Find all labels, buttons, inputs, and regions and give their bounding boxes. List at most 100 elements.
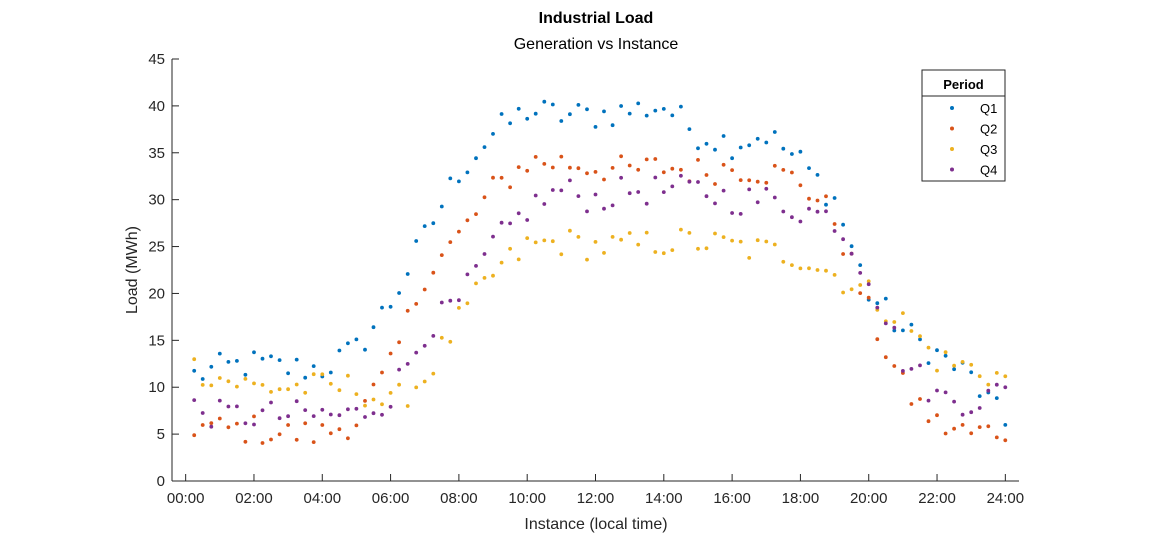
data-point	[653, 157, 658, 161]
data-point	[952, 367, 956, 372]
data-point	[943, 431, 948, 436]
data-point	[363, 403, 367, 408]
data-point	[926, 398, 931, 403]
data-point	[977, 394, 982, 398]
data-point	[414, 350, 419, 355]
y-tick-label: 35	[148, 145, 165, 162]
data-point	[892, 320, 897, 324]
data-point	[576, 166, 581, 171]
data-point	[593, 170, 598, 174]
data-point	[320, 407, 325, 412]
data-point	[781, 146, 786, 151]
legend-marker	[950, 126, 954, 131]
data-point	[952, 363, 956, 368]
y-tick-label: 30	[148, 192, 165, 209]
data-point	[576, 103, 581, 107]
data-point	[269, 437, 273, 442]
legend-marker	[950, 147, 954, 151]
data-point	[841, 290, 845, 295]
data-point	[371, 397, 376, 402]
data-point	[354, 406, 359, 411]
data-point	[636, 167, 641, 172]
data-point	[918, 363, 922, 368]
data-point	[875, 305, 880, 310]
data-point	[371, 325, 376, 330]
data-point	[610, 166, 615, 170]
data-point	[764, 180, 769, 185]
data-point	[226, 360, 231, 364]
data-point	[764, 140, 769, 145]
data-point	[943, 390, 948, 395]
data-point	[619, 175, 623, 180]
data-point	[294, 437, 299, 442]
data-point	[559, 154, 564, 159]
data-point	[533, 193, 538, 198]
data-point	[354, 423, 359, 428]
data-point	[200, 423, 205, 427]
data-point	[704, 246, 709, 251]
data-point	[943, 350, 948, 355]
data-point	[721, 235, 726, 240]
x-axis-label: Instance (local time)	[524, 516, 667, 533]
data-point	[474, 264, 478, 268]
data-point	[841, 237, 845, 242]
data-point	[542, 238, 547, 243]
data-point	[824, 194, 828, 199]
data-point	[807, 166, 811, 171]
data-point	[217, 398, 222, 403]
data-point	[491, 132, 495, 136]
data-point	[901, 311, 905, 315]
data-point	[918, 397, 922, 401]
data-point	[730, 168, 734, 173]
data-point	[371, 411, 376, 416]
legend-entry: Q4	[980, 163, 997, 178]
data-point	[790, 215, 794, 220]
data-point	[457, 298, 461, 303]
data-point	[824, 268, 828, 273]
data-point	[346, 407, 350, 412]
data-point	[815, 209, 820, 214]
data-point	[328, 381, 333, 386]
data-point	[994, 371, 999, 375]
data-point	[909, 322, 914, 327]
y-tick-label: 5	[157, 426, 165, 443]
data-point	[994, 382, 999, 387]
data-point	[943, 353, 948, 358]
data-point	[516, 106, 521, 111]
data-point	[405, 404, 410, 408]
data-point	[926, 361, 931, 365]
data-point	[491, 234, 495, 239]
data-point	[935, 388, 939, 393]
data-point	[431, 334, 436, 338]
data-point	[363, 415, 367, 419]
data-point	[704, 141, 709, 146]
data-point	[448, 176, 453, 181]
data-point	[525, 116, 530, 121]
data-point	[217, 416, 222, 421]
data-point	[875, 337, 880, 342]
data-point	[687, 179, 692, 184]
data-point	[730, 238, 734, 243]
data-point	[969, 362, 974, 367]
data-point	[311, 414, 316, 418]
data-point	[952, 426, 956, 431]
data-point	[841, 222, 845, 227]
y-tick-label: 15	[148, 332, 165, 349]
x-tick-label: 22:00	[918, 490, 956, 507]
data-point	[277, 387, 282, 392]
data-point	[422, 379, 427, 384]
data-point	[550, 102, 555, 107]
data-point	[841, 252, 845, 256]
data-point	[602, 251, 606, 255]
data-point	[969, 431, 974, 436]
data-point	[252, 414, 256, 419]
data-point	[422, 224, 427, 229]
data-point	[414, 302, 419, 306]
data-point	[636, 101, 641, 106]
data-point	[918, 334, 922, 339]
data-point	[499, 112, 504, 116]
data-point	[516, 257, 521, 262]
data-point	[610, 203, 615, 208]
data-point	[209, 383, 214, 388]
data-point	[303, 375, 308, 380]
